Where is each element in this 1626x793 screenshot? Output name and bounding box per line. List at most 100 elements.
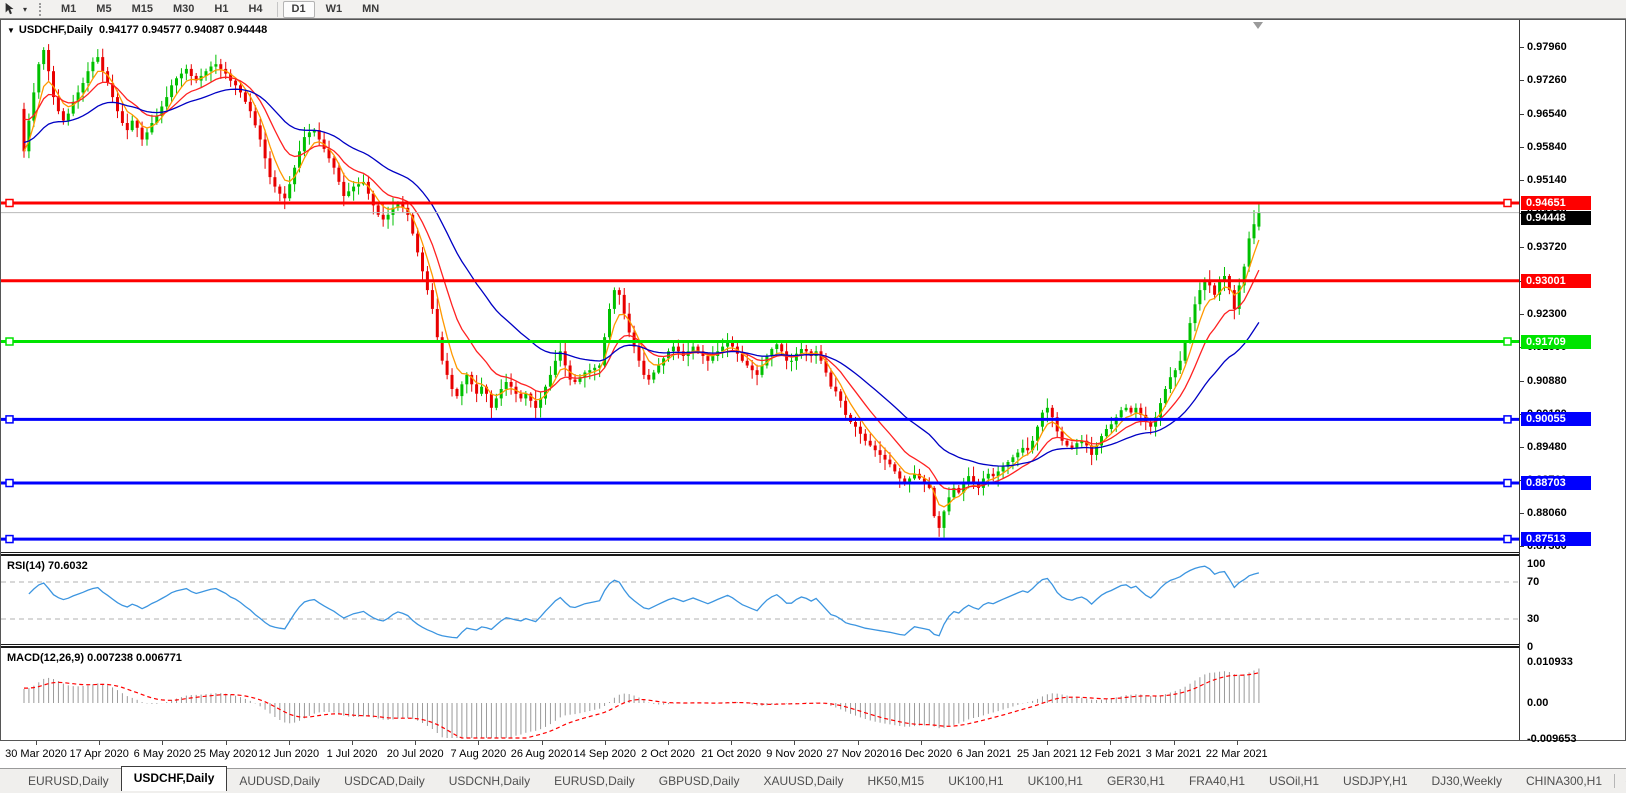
timeframe-button-M15[interactable]: M15 — [131, 2, 153, 15]
symbol-tab-GER30-H1[interactable]: GER30,H1 — [1106, 774, 1165, 788]
price-tick-label: 0.90880 — [1527, 374, 1567, 387]
hline-drag-handle — [5, 534, 14, 544]
timeframe-button-H4[interactable]: H4 — [248, 2, 263, 15]
symbol-tab-UK100-H1[interactable]: UK100,H1 — [948, 774, 1004, 788]
cursor-arrow-icon — [5, 2, 14, 15]
symbol-tab-CHINA300-H1[interactable]: CHINA300,H1 — [1525, 774, 1603, 788]
rsi-indicator-panel[interactable] — [1, 556, 1519, 644]
price-tick — [1520, 313, 1524, 315]
symbol-tab-USDCNH-Daily[interactable]: USDCNH,Daily — [448, 774, 531, 788]
price-tick-label: 0.97960 — [1527, 41, 1567, 54]
rsi-axis-label: 100 — [1527, 558, 1546, 570]
hline-price-label[interactable]: 0.91709 — [1521, 334, 1591, 349]
hline-price-label[interactable]: 0.93001 — [1521, 273, 1591, 288]
symbol-tab-EURUSD-Daily[interactable]: EURUSD,Daily — [28, 774, 109, 788]
main-price-chart[interactable] — [1, 20, 1519, 552]
time-tick — [920, 741, 922, 745]
hline-drag-handle — [1503, 337, 1512, 346]
price-tick — [1520, 446, 1524, 448]
tab-scroll-left-icon[interactable]: ◄ — [1621, 774, 1626, 788]
ma-fast — [23, 68, 1260, 508]
time-tick — [288, 741, 290, 745]
ma-medium — [23, 76, 1260, 491]
date-label: 25 May 2020 — [193, 748, 258, 760]
date-label: 2 Oct 2020 — [641, 748, 695, 760]
time-tick — [415, 741, 417, 745]
time-tick — [478, 741, 480, 745]
price-tick-label: 0.88060 — [1527, 507, 1567, 520]
date-label: 14 Sep 2020 — [573, 748, 636, 760]
timeframe-button-M30[interactable]: M30 — [172, 2, 195, 15]
date-label: 6 Jan 2021 — [956, 748, 1012, 760]
price-tick — [1520, 47, 1524, 49]
timeframe-button-D1[interactable]: D1 — [282, 0, 315, 18]
symbol-tab-HK50-M15[interactable]: HK50,M15 — [867, 774, 925, 788]
macd-indicator-panel[interactable] — [1, 648, 1519, 740]
symbol-tab-AUDUSD-Daily[interactable]: AUDUSD,Daily — [239, 774, 321, 788]
macd-panel-splitter[interactable] — [1, 644, 1625, 648]
symbol-tab-USDCHF-Daily[interactable]: USDCHF,Daily — [120, 766, 228, 791]
timeframe-button-M5[interactable]: M5 — [96, 2, 112, 15]
price-tick-label: 0.92300 — [1527, 307, 1567, 320]
chart-tabs-bar: EURUSD,Daily USDCHF,Daily AUDUSD,Daily USDC… — [0, 766, 1626, 793]
hline-drag-handle — [5, 478, 14, 488]
current-price-label: 0.94448 — [1521, 210, 1591, 225]
date-label: 27 Nov 2020 — [826, 748, 889, 760]
time-tick — [984, 741, 985, 745]
date-label: 16 Dec 2020 — [889, 748, 952, 760]
date-label: 12 Feb 2021 — [1079, 748, 1142, 760]
timeframe-button-W1[interactable]: W1 — [325, 2, 343, 15]
symbol-tab-GBPUSD-Daily[interactable]: GBPUSD,Daily — [658, 774, 740, 788]
time-tick — [857, 741, 859, 745]
rsi-panel-splitter[interactable] — [1, 552, 1625, 556]
toolbar-grip[interactable] — [39, 2, 45, 16]
symbol-tab-XAUUSD-Daily[interactable]: XAUUSD,Daily — [763, 774, 844, 788]
hline-drag-handle — [1503, 534, 1512, 544]
price-axis[interactable]: 0.97960 0.97260 0.96540 0.95840 0.95140 0.944… — [1520, 20, 1625, 745]
price-tick — [1520, 114, 1524, 116]
macd-axis-label: 0.010933 — [1527, 655, 1573, 668]
symbol-tab-USOil-H1[interactable]: USOil,H1 — [1269, 774, 1320, 788]
timeframe-button-H1[interactable]: H1 — [214, 2, 229, 15]
chart-title: ▼ USDCHF,Daily 0.94177 0.94577 0.94087 0.… — [7, 24, 267, 36]
hline-price-label[interactable]: 0.87513 — [1521, 532, 1591, 547]
symbol-menu-icon[interactable]: ▼ — [7, 26, 15, 35]
timeframe-buttons: M1 M5 M15 M30 H1 H4 D1 W1 MN — [51, 0, 389, 18]
symbol-tab-USDJPY-H1[interactable]: USDJPY,H1 — [1343, 774, 1408, 788]
date-label: 22 Mar 2021 — [1205, 748, 1268, 760]
candles — [22, 44, 1261, 538]
hline-price-label[interactable]: 0.94651 — [1521, 196, 1591, 210]
price-tick-label: 0.96540 — [1527, 108, 1567, 121]
symbol-tab-FRA40-H1[interactable]: FRA40,H1 — [1188, 774, 1245, 788]
time-axis[interactable]: 30 Mar 2020 17 Apr 2020 6 May 2020 25 May 2… — [0, 741, 1626, 768]
price-tick — [1520, 546, 1524, 548]
symbol-tab-DJ30-Weekly[interactable]: DJ30,Weekly — [1431, 774, 1502, 788]
date-label: 25 Jan 2021 — [1016, 748, 1078, 760]
cursor-tool-icon[interactable] — [1, 1, 19, 17]
time-tick — [352, 741, 353, 745]
hline-drag-handle — [1503, 415, 1512, 424]
date-label: 21 Oct 2020 — [701, 748, 762, 760]
time-tick — [604, 741, 606, 745]
price-tick-label: 0.93720 — [1527, 240, 1567, 253]
price-tick — [1520, 180, 1524, 181]
symbol-tab-EURUSD-Daily[interactable]: EURUSD,Daily — [554, 774, 635, 788]
chart-symbol: USDCHF,Daily — [18, 24, 93, 36]
timeframe-button-M1[interactable]: M1 — [61, 2, 77, 15]
timeframe-button-MN[interactable]: MN — [362, 2, 380, 15]
time-tick — [99, 741, 101, 745]
hline-drag-handle — [5, 198, 14, 208]
hline-drag-handle — [1503, 198, 1512, 208]
time-tick — [1047, 741, 1049, 745]
symbol-tab-UK100-H1[interactable]: UK100,H1 — [1027, 774, 1083, 788]
macd-label: MACD(12,26,9) 0.007238 0.006771 — [7, 652, 182, 664]
time-tick — [1110, 741, 1112, 745]
time-tick — [731, 741, 733, 745]
symbol-tab-USDCAD-Daily[interactable]: USDCAD,Daily — [344, 774, 425, 788]
cursor-tool-dropdown-icon[interactable]: ▾ — [22, 4, 27, 14]
chart-window: ▼ USDCHF,Daily 0.94177 0.94577 0.94087 0.… — [0, 19, 1626, 745]
price-tick — [1520, 513, 1524, 515]
hline-price-label[interactable]: 0.88703 — [1521, 476, 1591, 490]
hline-price-label[interactable]: 0.90055 — [1521, 412, 1591, 427]
